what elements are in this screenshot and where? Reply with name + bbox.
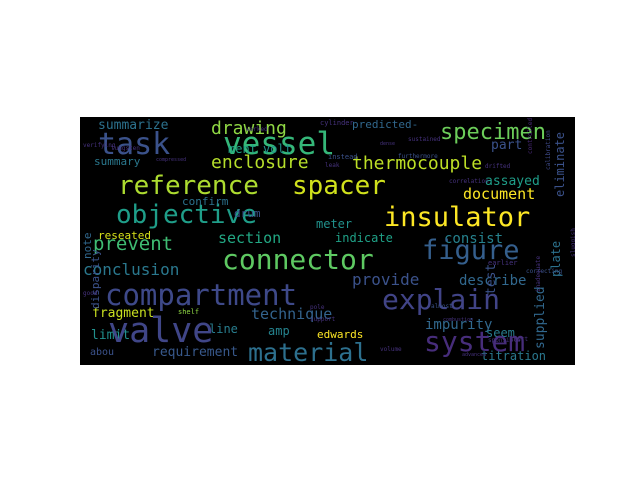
word-inert: inert xyxy=(510,336,529,343)
word-confirm: confirm xyxy=(182,195,229,208)
word-dense: dense xyxy=(380,141,396,147)
word-summary: summary xyxy=(94,155,141,168)
word-fragment: fragment xyxy=(92,306,155,321)
word-disparity: disparity xyxy=(89,249,102,309)
word-consist: consist xyxy=(444,231,504,247)
word-specimen: specimen xyxy=(440,120,546,145)
word-support: support xyxy=(310,316,336,323)
word-inadequate: inadequate xyxy=(535,255,542,292)
word-earlier: earlier xyxy=(488,259,518,267)
word-document: document xyxy=(463,185,536,203)
word-reference: reference xyxy=(118,171,259,201)
word-worked: worked xyxy=(246,126,268,133)
word-advanced: advanced xyxy=(462,352,487,358)
word-part: part xyxy=(491,138,523,153)
word-correlation: correlation xyxy=(449,178,489,185)
word-line: line xyxy=(209,322,238,336)
word-ment: ment xyxy=(228,142,257,156)
word-eliminate: eliminate xyxy=(553,131,567,197)
word-seem: seem xyxy=(486,326,515,340)
word-good: good xyxy=(83,290,98,297)
word-limit: limit xyxy=(91,328,131,343)
word-sluggish: sluggish xyxy=(570,228,575,257)
word-correcting: correcting xyxy=(526,268,563,275)
word-supplied: supplied xyxy=(533,286,548,349)
word-prevent: prevent xyxy=(93,233,174,255)
word-summarize: summarize xyxy=(98,118,169,133)
word-requirement: requirement xyxy=(152,345,239,360)
word-sustained: sustained xyxy=(408,136,441,143)
word-drum: drum xyxy=(234,207,261,220)
word-objective: objective xyxy=(116,200,257,230)
word-material: material xyxy=(248,338,369,365)
word-volt: volt xyxy=(263,142,292,156)
word-test: test xyxy=(484,263,499,295)
word-sponsible: sponsible xyxy=(488,337,521,344)
word-impurity: impurity xyxy=(425,317,493,333)
word-compartment: compartment xyxy=(105,278,298,312)
word-thermocouple: thermocouple xyxy=(352,153,483,174)
word-cylinder: cylinder xyxy=(320,119,354,127)
word-provide: provide xyxy=(352,270,420,289)
word-leak: leak xyxy=(325,162,340,169)
word-titration: titration xyxy=(481,349,547,363)
word-enclosure: enclosure xyxy=(211,152,309,173)
word-amp: amp xyxy=(268,324,290,338)
word-reseated: reseated xyxy=(98,229,151,242)
word-explain: explain xyxy=(382,283,501,316)
word-cloud: task vessel specimen summarize drawing predic… xyxy=(80,117,575,365)
word-pole: pole xyxy=(310,304,325,311)
word-verifying: verifying xyxy=(83,142,116,149)
word-system: system xyxy=(424,325,526,358)
word-controlled: controlled xyxy=(527,117,534,154)
word-shelf: shelf xyxy=(178,308,200,316)
word-insulator: insulator xyxy=(384,202,531,233)
word-volume: volume xyxy=(380,346,402,353)
word-compressed: compressed xyxy=(156,157,187,163)
word-tungsten: tungsten xyxy=(111,145,140,152)
word-edwards: edwards xyxy=(317,328,364,341)
word-conclusion: conclusion xyxy=(83,260,180,279)
word-almost: almost xyxy=(431,303,453,310)
word-figure: figure xyxy=(422,235,520,266)
word-vessel: vessel xyxy=(223,126,335,162)
word-describe: describe xyxy=(459,273,527,289)
word-technique: technique xyxy=(251,305,333,323)
word-instead: instead xyxy=(328,153,358,161)
word-task: task xyxy=(98,127,171,162)
word-combustion: combustion xyxy=(443,317,474,323)
word-drawing: drawing xyxy=(211,118,287,139)
word-meter: meter xyxy=(316,217,353,231)
word-abou: abou xyxy=(90,347,115,358)
word-calibration: calibration xyxy=(545,130,552,170)
word-valve: valve xyxy=(108,311,214,351)
word-spacer: spacer xyxy=(292,171,386,201)
word-section: section xyxy=(218,229,282,247)
word-predicted: predicted- xyxy=(352,118,419,131)
word-furthermore: furthermore xyxy=(398,153,438,160)
word-indicate: indicate xyxy=(335,231,393,245)
word-drifted: drifted xyxy=(485,163,511,170)
word-connector: connector xyxy=(222,243,374,276)
word-assayed: assayed xyxy=(485,174,540,189)
